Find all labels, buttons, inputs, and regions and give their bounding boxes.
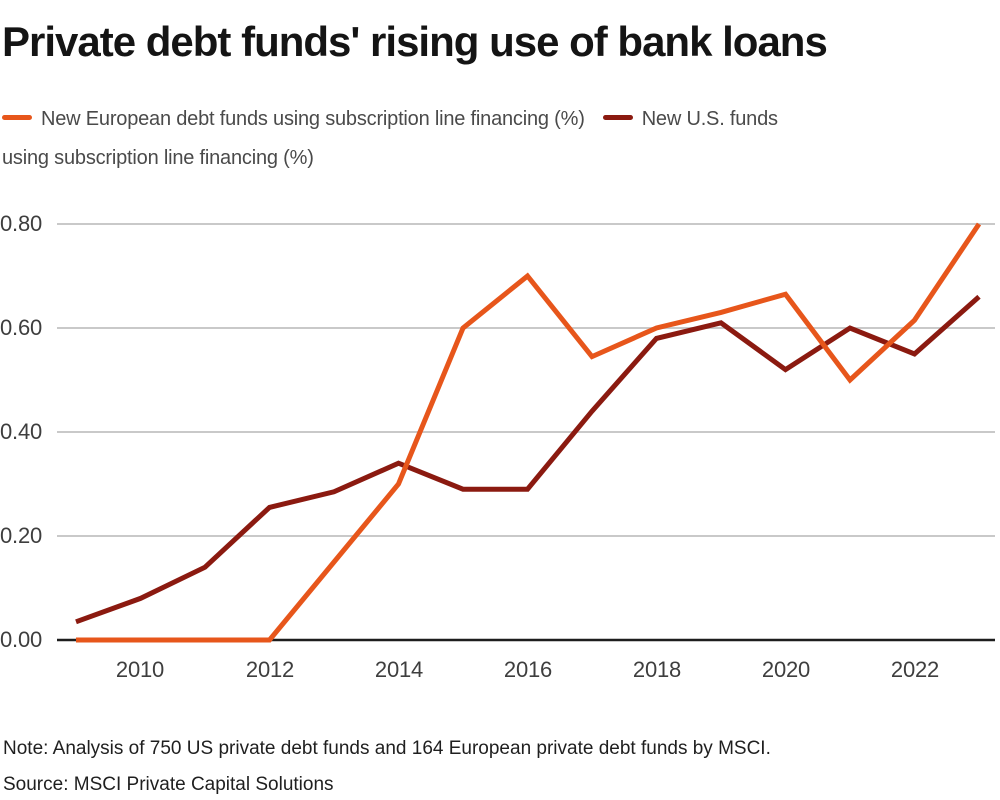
x-tick-label: 2010	[115, 657, 165, 682]
x-tick-label: 2020	[761, 657, 811, 682]
legend-label-european: New European debt funds using subscripti…	[41, 108, 585, 130]
chart-title: Private debt funds' rising use of bank l…	[2, 18, 828, 65]
y-tick-label: 0.60	[0, 315, 43, 340]
series-line-european	[76, 222, 982, 643]
legend-item-european: New European debt funds using subscripti…	[2, 108, 585, 130]
source-text: Source: MSCI Private Capital Solutions	[3, 774, 334, 795]
legend-item-us: New U.S. funds using subscription line f…	[2, 108, 778, 169]
european-series-swatch-icon	[2, 115, 32, 121]
series-line-us	[75, 294, 981, 625]
x-tick-label: 2018	[632, 657, 682, 682]
x-tick-label: 2014	[374, 657, 424, 682]
y-tick-label: 0.20	[0, 523, 43, 548]
footnotes: Note: Analysis of 750 US private debt fu…	[3, 731, 993, 800]
y-tick-label: 0.40	[0, 419, 43, 444]
x-tick-label: 2012	[245, 657, 295, 682]
chart-legend: New European debt funds using subscripti…	[2, 100, 814, 178]
us-series-swatch-icon	[602, 115, 633, 121]
y-tick-label: 0.00	[0, 627, 43, 652]
gridlines	[57, 223, 995, 537]
x-tick-label: 2022	[890, 657, 940, 682]
y-tick-label: 0.80	[0, 211, 43, 236]
legend-label-us: New U.S. funds using subscription line f…	[2, 108, 778, 169]
note-text: Note: Analysis of 750 US private debt fu…	[3, 738, 771, 759]
x-tick-label: 2016	[503, 657, 553, 682]
